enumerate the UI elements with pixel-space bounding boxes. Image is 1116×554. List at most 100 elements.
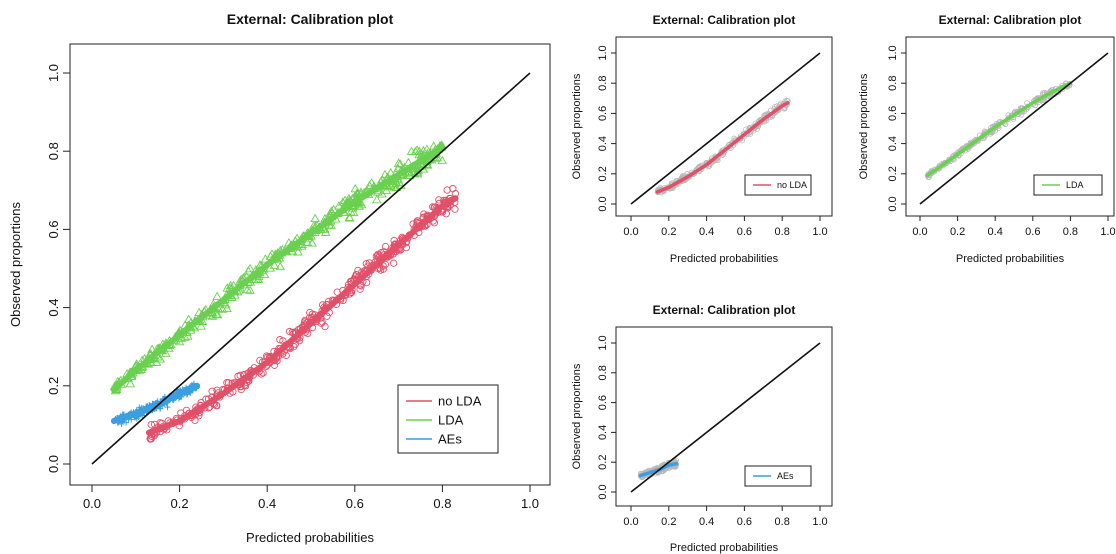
x-tick-label: 1.0 — [812, 516, 827, 528]
series-lda — [109, 140, 448, 395]
x-tick-label: 0.8 — [775, 516, 790, 528]
data-point — [242, 284, 253, 294]
y-tick-label: 0.2 — [597, 166, 609, 181]
plot-area — [924, 80, 1073, 181]
data-point — [164, 404, 171, 411]
data-point — [282, 351, 290, 360]
data-point — [253, 274, 264, 283]
data-point — [394, 177, 404, 186]
x-tick-label: 0.0 — [912, 226, 927, 238]
x-axis-label: Predicted probabilities — [956, 253, 1065, 265]
data-point — [414, 146, 425, 155]
data-point — [348, 207, 359, 217]
data-point — [259, 369, 267, 377]
y-tick-label: 1.0 — [887, 45, 899, 60]
data-point — [306, 308, 314, 317]
series-core — [145, 195, 459, 436]
plot-frame — [615, 326, 833, 507]
data-point — [177, 409, 185, 417]
legend: AEs — [744, 465, 812, 487]
data-point — [245, 285, 255, 294]
chart-title: External: Calibration plot — [653, 303, 796, 317]
data-point — [381, 185, 392, 195]
chart-title: External: Calibration plot — [227, 11, 394, 27]
data-point — [381, 260, 390, 269]
plot-area — [637, 457, 680, 481]
y-tick-label: 1.0 — [46, 64, 61, 82]
x-tick-label: 1.0 — [1100, 226, 1115, 238]
y-tick-label: 0.0 — [46, 455, 61, 473]
plot-frame — [69, 43, 551, 486]
x-axis-label: Predicted probabilities — [246, 530, 374, 545]
data-point — [155, 354, 165, 363]
data-point — [443, 186, 451, 194]
x-tick-label: 0.6 — [737, 226, 752, 238]
data-point — [393, 158, 404, 167]
data-point — [196, 321, 206, 330]
y-tick-label: 0.2 — [597, 455, 609, 470]
data-point — [123, 419, 130, 426]
x-tick-label: 0.2 — [661, 226, 676, 238]
y-axis-label: Observed proportions — [571, 363, 583, 469]
y-tick-label: 0.6 — [46, 220, 61, 238]
x-tick-label: 0.6 — [346, 496, 364, 511]
data-point — [388, 178, 399, 188]
x-tick-label: 0.4 — [699, 226, 714, 238]
legend: no LDA — [744, 174, 812, 196]
x-axis-label: Predicted probabilities — [670, 542, 779, 554]
x-tick-label: 1.0 — [812, 226, 827, 238]
x-tick-label: 0.2 — [661, 516, 676, 528]
plot-frame — [615, 36, 833, 217]
legend-label: AEs — [438, 432, 462, 447]
calibration-curve — [655, 101, 790, 194]
data-point — [317, 319, 325, 327]
legend-box — [744, 465, 812, 487]
data-point — [430, 219, 439, 227]
legend-box — [1033, 174, 1103, 196]
data-point — [195, 412, 203, 420]
y-tick-label: 0.4 — [597, 425, 609, 440]
data-point — [147, 421, 155, 429]
y-tick-label: 0.4 — [887, 136, 899, 151]
x-tick-label: 0.4 — [699, 516, 714, 528]
y-tick-label: 0.8 — [597, 365, 609, 380]
data-point — [213, 402, 221, 410]
x-tick-label: 0.8 — [433, 496, 451, 511]
data-point — [265, 263, 276, 272]
data-point — [161, 348, 171, 357]
data-point — [279, 337, 287, 345]
data-point — [385, 167, 396, 177]
x-tick-label: 0.4 — [988, 226, 1003, 238]
y-axis-label: Observed proportions — [858, 73, 870, 179]
reference-line — [919, 52, 1109, 205]
legend-label: no LDA — [438, 394, 482, 409]
data-point — [207, 311, 218, 320]
plot-frame — [905, 36, 1115, 217]
y-tick-label: 1.0 — [597, 45, 609, 60]
legend-label: no LDA — [777, 180, 807, 190]
y-tick-label: 0.8 — [597, 76, 609, 91]
legend: no LDA LDA AEs — [397, 384, 499, 454]
data-point — [412, 145, 422, 154]
y-tick-label: 0.8 — [887, 76, 899, 91]
x-tick-label: 0.0 — [83, 496, 101, 511]
data-point — [318, 318, 326, 326]
x-tick-label: 0.2 — [171, 496, 189, 511]
series-core — [110, 144, 446, 393]
x-tick-label: 0.6 — [1025, 226, 1040, 238]
data-point — [451, 205, 459, 213]
x-tick-label: 0.0 — [623, 226, 638, 238]
y-tick-label: 0.0 — [597, 196, 609, 211]
data-point — [429, 203, 437, 211]
data-point — [389, 259, 398, 267]
data-point — [224, 379, 233, 387]
chart-title: External: Calibration plot — [653, 13, 796, 27]
y-tick-label: 0.6 — [887, 106, 899, 121]
reference-line — [91, 72, 531, 465]
data-point — [357, 282, 365, 290]
data-point — [1018, 112, 1024, 118]
data-point — [352, 271, 361, 279]
data-point — [270, 361, 279, 369]
data-point — [381, 242, 390, 251]
